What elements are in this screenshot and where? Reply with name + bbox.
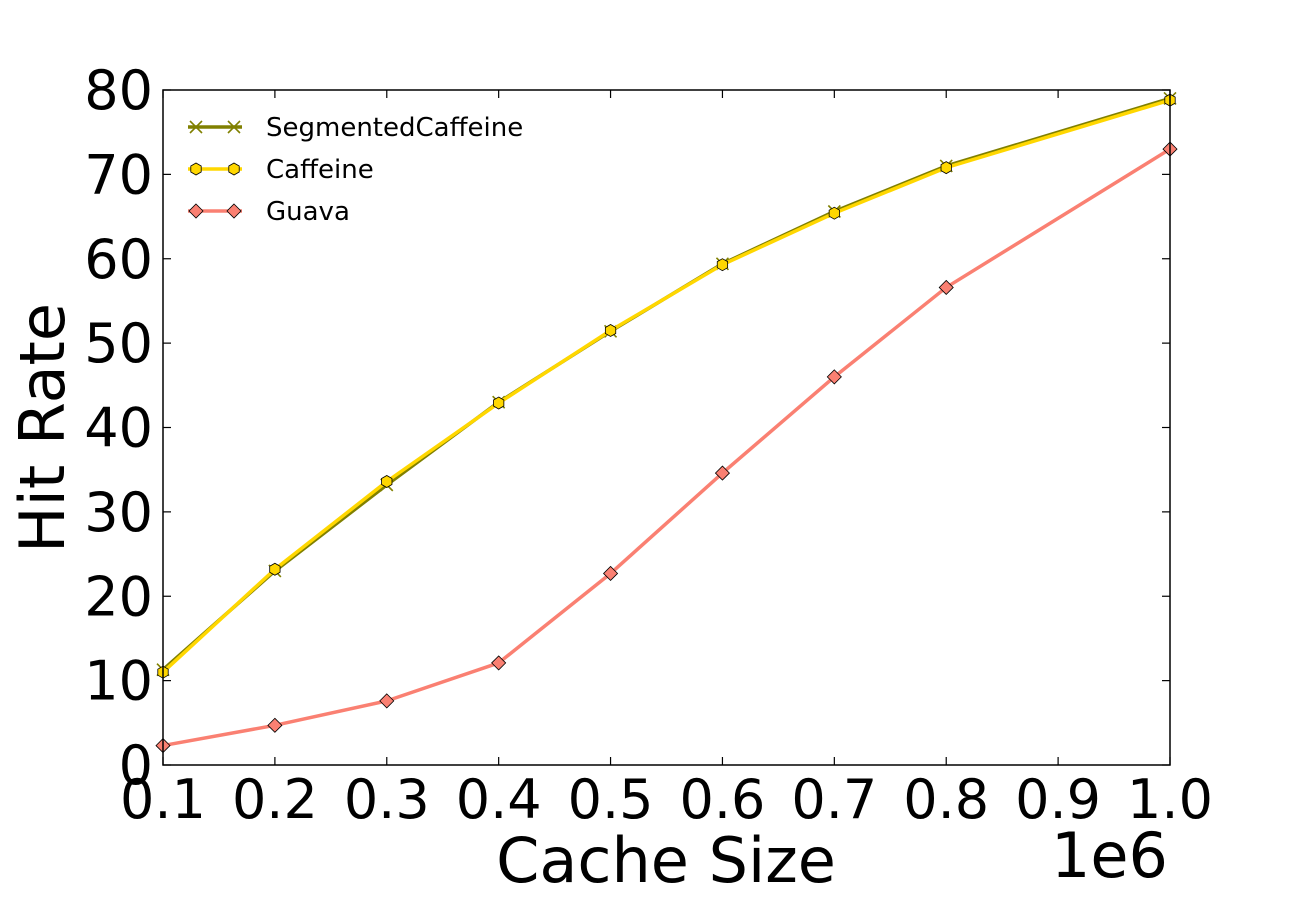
legend-label: Guava (266, 197, 350, 227)
legend-marker (190, 162, 202, 176)
data-point (826, 369, 842, 385)
x-offset-label: 1e6 (1051, 819, 1168, 892)
legend-label: Caffeine (266, 155, 374, 185)
x-tick-label: 0.3 (344, 768, 430, 831)
y-axis-title: Hit Rate (6, 303, 79, 553)
series-line (161, 98, 1171, 674)
data-point (714, 465, 731, 481)
data-point (604, 324, 617, 337)
data-point (828, 206, 840, 220)
x-tick-label: 0.4 (456, 768, 542, 831)
y-tick-label: 60 (84, 228, 153, 291)
data-point (491, 655, 507, 671)
y-tick-label: 20 (84, 565, 153, 628)
legend: SegmentedCaffeine Caffeine Guava (188, 113, 523, 227)
series-caffeine (157, 93, 1176, 679)
legend-marker (228, 162, 240, 176)
legend-marker (226, 203, 242, 219)
data-point (381, 475, 393, 488)
series-guava (155, 141, 1178, 754)
y-tick-label: 10 (84, 650, 153, 713)
legend-marker (227, 120, 241, 134)
series-line (162, 147, 1171, 748)
ticks-layer: 0.1 0.2 0.3 0.4 0.5 0.6 0.7 0.8 0.9 1.0 0 10 20 30 40 5… (84, 59, 1213, 831)
x-tick-label: 1.0 (1127, 768, 1213, 831)
plot-frame (162, 89, 1171, 766)
x-tick-label: 0.8 (903, 768, 989, 831)
data-point (379, 693, 395, 709)
y-tick-label: 70 (84, 143, 153, 206)
x-axis-title: Cache Size (496, 824, 836, 897)
legend-marker (189, 120, 203, 134)
x-tick-label: 0.2 (232, 768, 318, 831)
x-tick-label: 0.9 (1015, 768, 1101, 831)
x-tick-label: 0.1 (120, 768, 206, 831)
data-point (602, 565, 619, 582)
y-tick-label: 50 (84, 312, 153, 375)
data-point (938, 279, 954, 296)
legend-entry: Caffeine (188, 155, 374, 185)
data-point (940, 161, 952, 175)
legend-label: SegmentedCaffeine (266, 113, 523, 143)
y-tick-label: 80 (84, 59, 153, 122)
legend-entry: Guava (188, 197, 350, 227)
data-point (267, 717, 283, 733)
x-tick-label: 0.5 (568, 768, 654, 831)
data-point (493, 396, 505, 410)
data-point (716, 258, 729, 272)
x-tick-label: 0.7 (791, 768, 877, 831)
legend-marker (188, 203, 204, 219)
y-tick-label: 0 (119, 734, 153, 797)
legend-entry: SegmentedCaffeine (188, 113, 523, 143)
data-point (269, 562, 281, 576)
y-tick-label: 40 (84, 397, 153, 460)
y-tick-label: 30 (84, 481, 153, 544)
x-tick-label: 0.6 (679, 768, 765, 831)
series-layer (155, 91, 1178, 754)
